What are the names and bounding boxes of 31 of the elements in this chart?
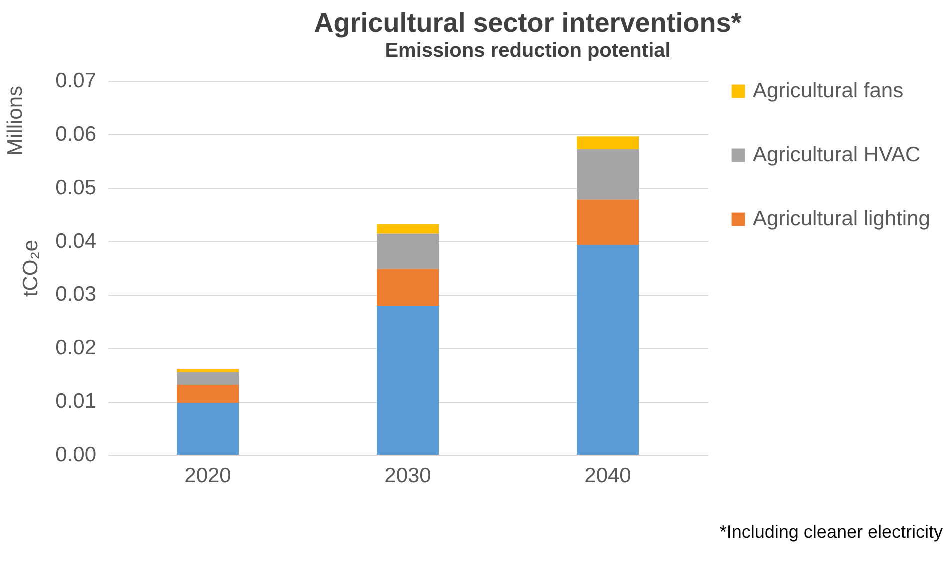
bar — [577, 246, 639, 455]
bar — [577, 136, 639, 150]
bar — [377, 306, 439, 455]
text: *Including cleaner electricity — [720, 522, 943, 542]
y-tick-label: 0.02 — [56, 336, 96, 360]
bar — [577, 149, 639, 200]
y-tick-label: 0.00 — [56, 444, 96, 466]
x-tick-label: 2040 — [584, 464, 632, 488]
bar — [177, 403, 239, 455]
y-axis-title: tCO₂e — [20, 240, 43, 298]
y-tick-label: 0.06 — [56, 122, 96, 146]
y-tick-label: 0.05 — [56, 176, 96, 200]
bar — [177, 368, 239, 372]
bar — [177, 385, 239, 404]
x-tick-label: 2020 — [184, 464, 232, 488]
bar — [577, 200, 639, 246]
bar — [177, 372, 239, 386]
y-tick-label: 0.01 — [56, 390, 96, 414]
x-tick-label: 2030 — [384, 464, 432, 488]
chart-title: Agricultural sector interventions* — [314, 8, 742, 38]
y-tick-label: 0.07 — [56, 70, 96, 92]
legend-label: Agricultural fans — [753, 80, 904, 102]
y-tick-label: 0.03 — [56, 283, 96, 306]
bar — [377, 234, 439, 270]
text: Millions — [4, 86, 27, 156]
bar — [377, 269, 439, 306]
chart-subtitle: Emissions reduction potential — [385, 40, 671, 62]
bar — [377, 224, 439, 234]
legend-label: Agricultural lighting — [753, 208, 930, 230]
y-tick-label: 0.04 — [56, 230, 97, 253]
legend-label: Agricultural HVAC — [753, 144, 921, 166]
